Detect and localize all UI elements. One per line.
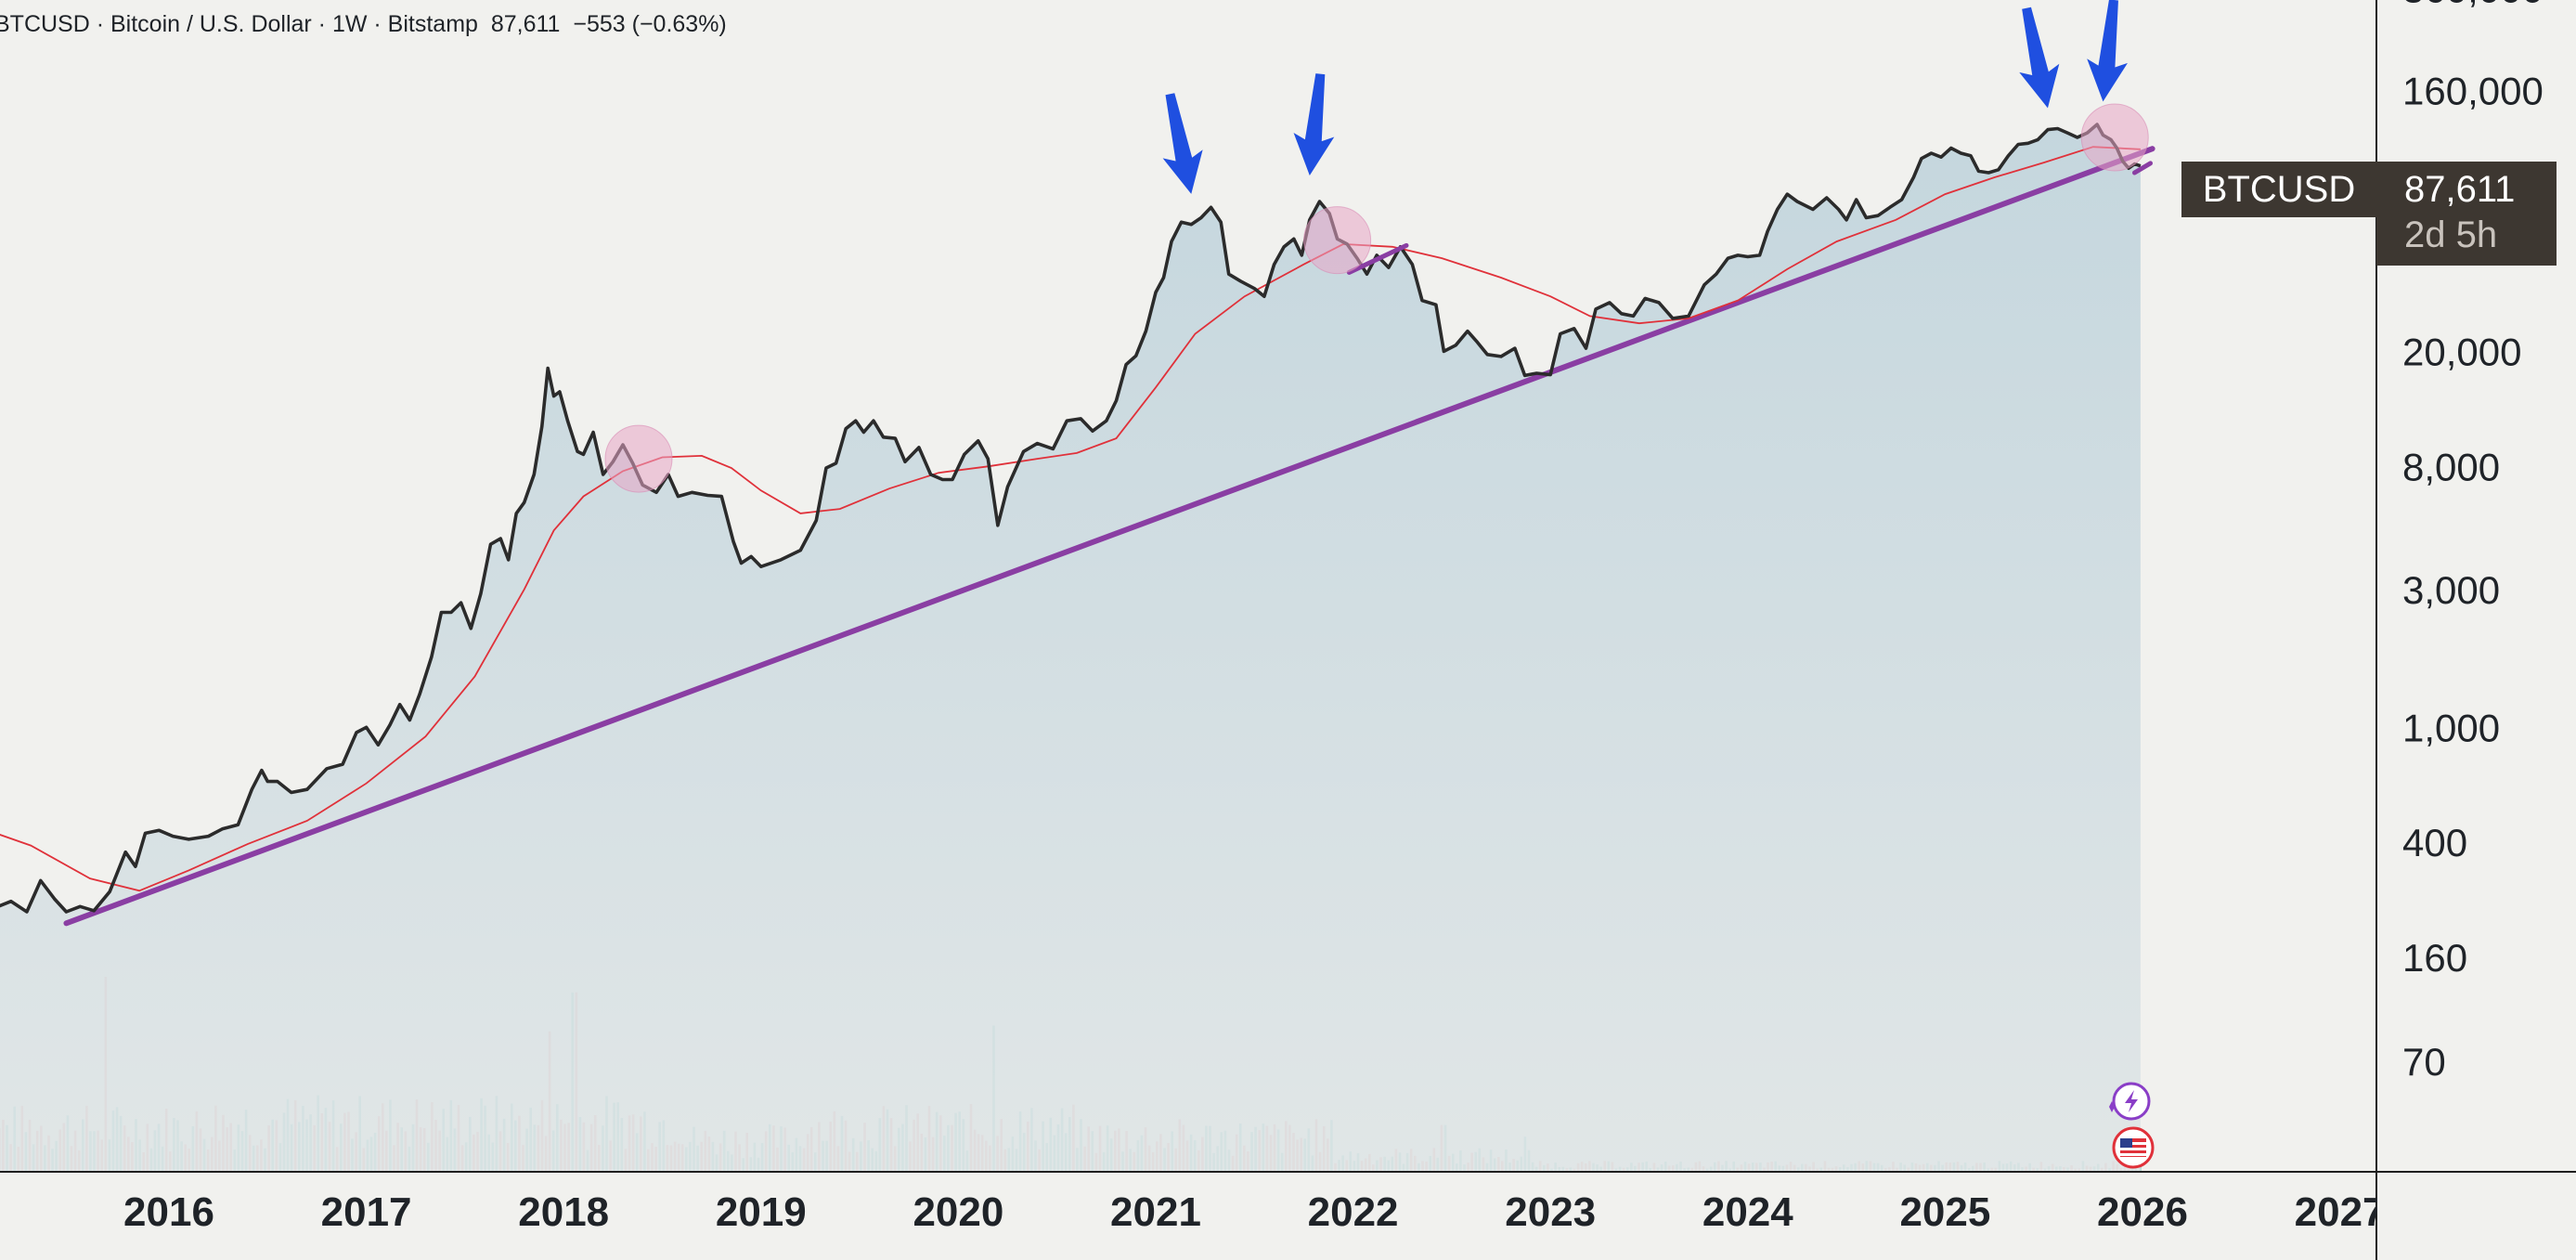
price-line [0, 123, 2142, 914]
axis-corner [2377, 1173, 2576, 1260]
price-area-fill [0, 124, 2141, 1172]
price-tag-price: 87,611 [2404, 169, 2515, 210]
price-tick-label: 70 [2402, 1040, 2446, 1084]
price-tag-countdown: 2d 5h [2404, 214, 2497, 255]
time-tick-label: 2018 [518, 1189, 609, 1235]
time-tick-label: 2022 [1308, 1189, 1399, 1235]
last-price-tag: BTCUSD 87,611 2d 5h [2181, 162, 2557, 266]
price-tick-label: 160,000 [2402, 69, 2544, 112]
price-tag-symbol: BTCUSD [2203, 169, 2355, 210]
price-tick-label: 20,000 [2402, 330, 2521, 373]
time-tick-label: 2024 [1702, 1189, 1793, 1235]
short-trendlines [1346, 161, 2154, 275]
short-trendline-1 [1346, 242, 1409, 275]
time-axis[interactable]: 2016 2017 2018 2019 2020 2021 2022 2023 2024 2025… [123, 1173, 2576, 1260]
price-tick-label: 400 [2402, 821, 2467, 864]
price-tick-label: 360,000 [2402, 0, 2544, 11]
time-tick-label: 2025 [1899, 1189, 1990, 1235]
support-trendline [63, 146, 2155, 927]
highlight-circles [604, 103, 2149, 493]
time-tick-label: 2016 [123, 1189, 214, 1235]
price-tick-label: 3,000 [2402, 568, 2500, 612]
lightning-event-icon[interactable] [2109, 1082, 2151, 1121]
time-tick-label: 2021 [1110, 1189, 1201, 1235]
highlight-circle-3 [2080, 103, 2149, 172]
time-tick-label: 2017 [321, 1189, 412, 1235]
highlight-circle-2 [1303, 206, 1372, 275]
highlight-circle-1 [604, 424, 673, 493]
arrow-icon-2 [1293, 73, 1335, 176]
chart-legend: BTCUSD · Bitcoin / U.S. Dollar · 1W · Bi… [0, 11, 727, 38]
time-tick-label: 2019 [716, 1189, 807, 1235]
legend-change: −553 (−0.63%) [573, 11, 727, 37]
price-tick-label: 160 [2402, 936, 2467, 980]
price-axis[interactable]: 70 160 400 1,000 3,000 8,000 20,000 160,000 360,… [2402, 0, 2544, 1084]
arrow-icon-3 [2019, 6, 2060, 109]
legend-last-price: 87,611 [490, 11, 561, 37]
us-flag-event-icon[interactable] [2112, 1126, 2155, 1169]
annotation-arrows [1162, 0, 2128, 194]
arrow-icon-1 [1162, 93, 1203, 194]
time-tick-label: 2027 [2295, 1189, 2386, 1235]
time-tick-label: 2023 [1505, 1189, 1596, 1235]
price-tick-label: 1,000 [2402, 706, 2500, 749]
arrow-icon-4 [2087, 0, 2128, 102]
time-tick-label: 2020 [913, 1189, 1003, 1235]
legend-symbol-info: BTCUSD · Bitcoin / U.S. Dollar · 1W · Bi… [0, 11, 478, 37]
price-tick-label: 8,000 [2402, 445, 2500, 488]
time-tick-label: 2026 [2097, 1189, 2188, 1235]
moving-average-line [0, 146, 2141, 892]
short-trendline-2 [2131, 161, 2154, 175]
